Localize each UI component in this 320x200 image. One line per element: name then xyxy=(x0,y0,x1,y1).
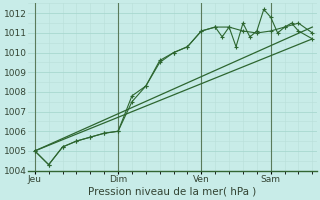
X-axis label: Pression niveau de la mer( hPa ): Pression niveau de la mer( hPa ) xyxy=(88,187,256,197)
